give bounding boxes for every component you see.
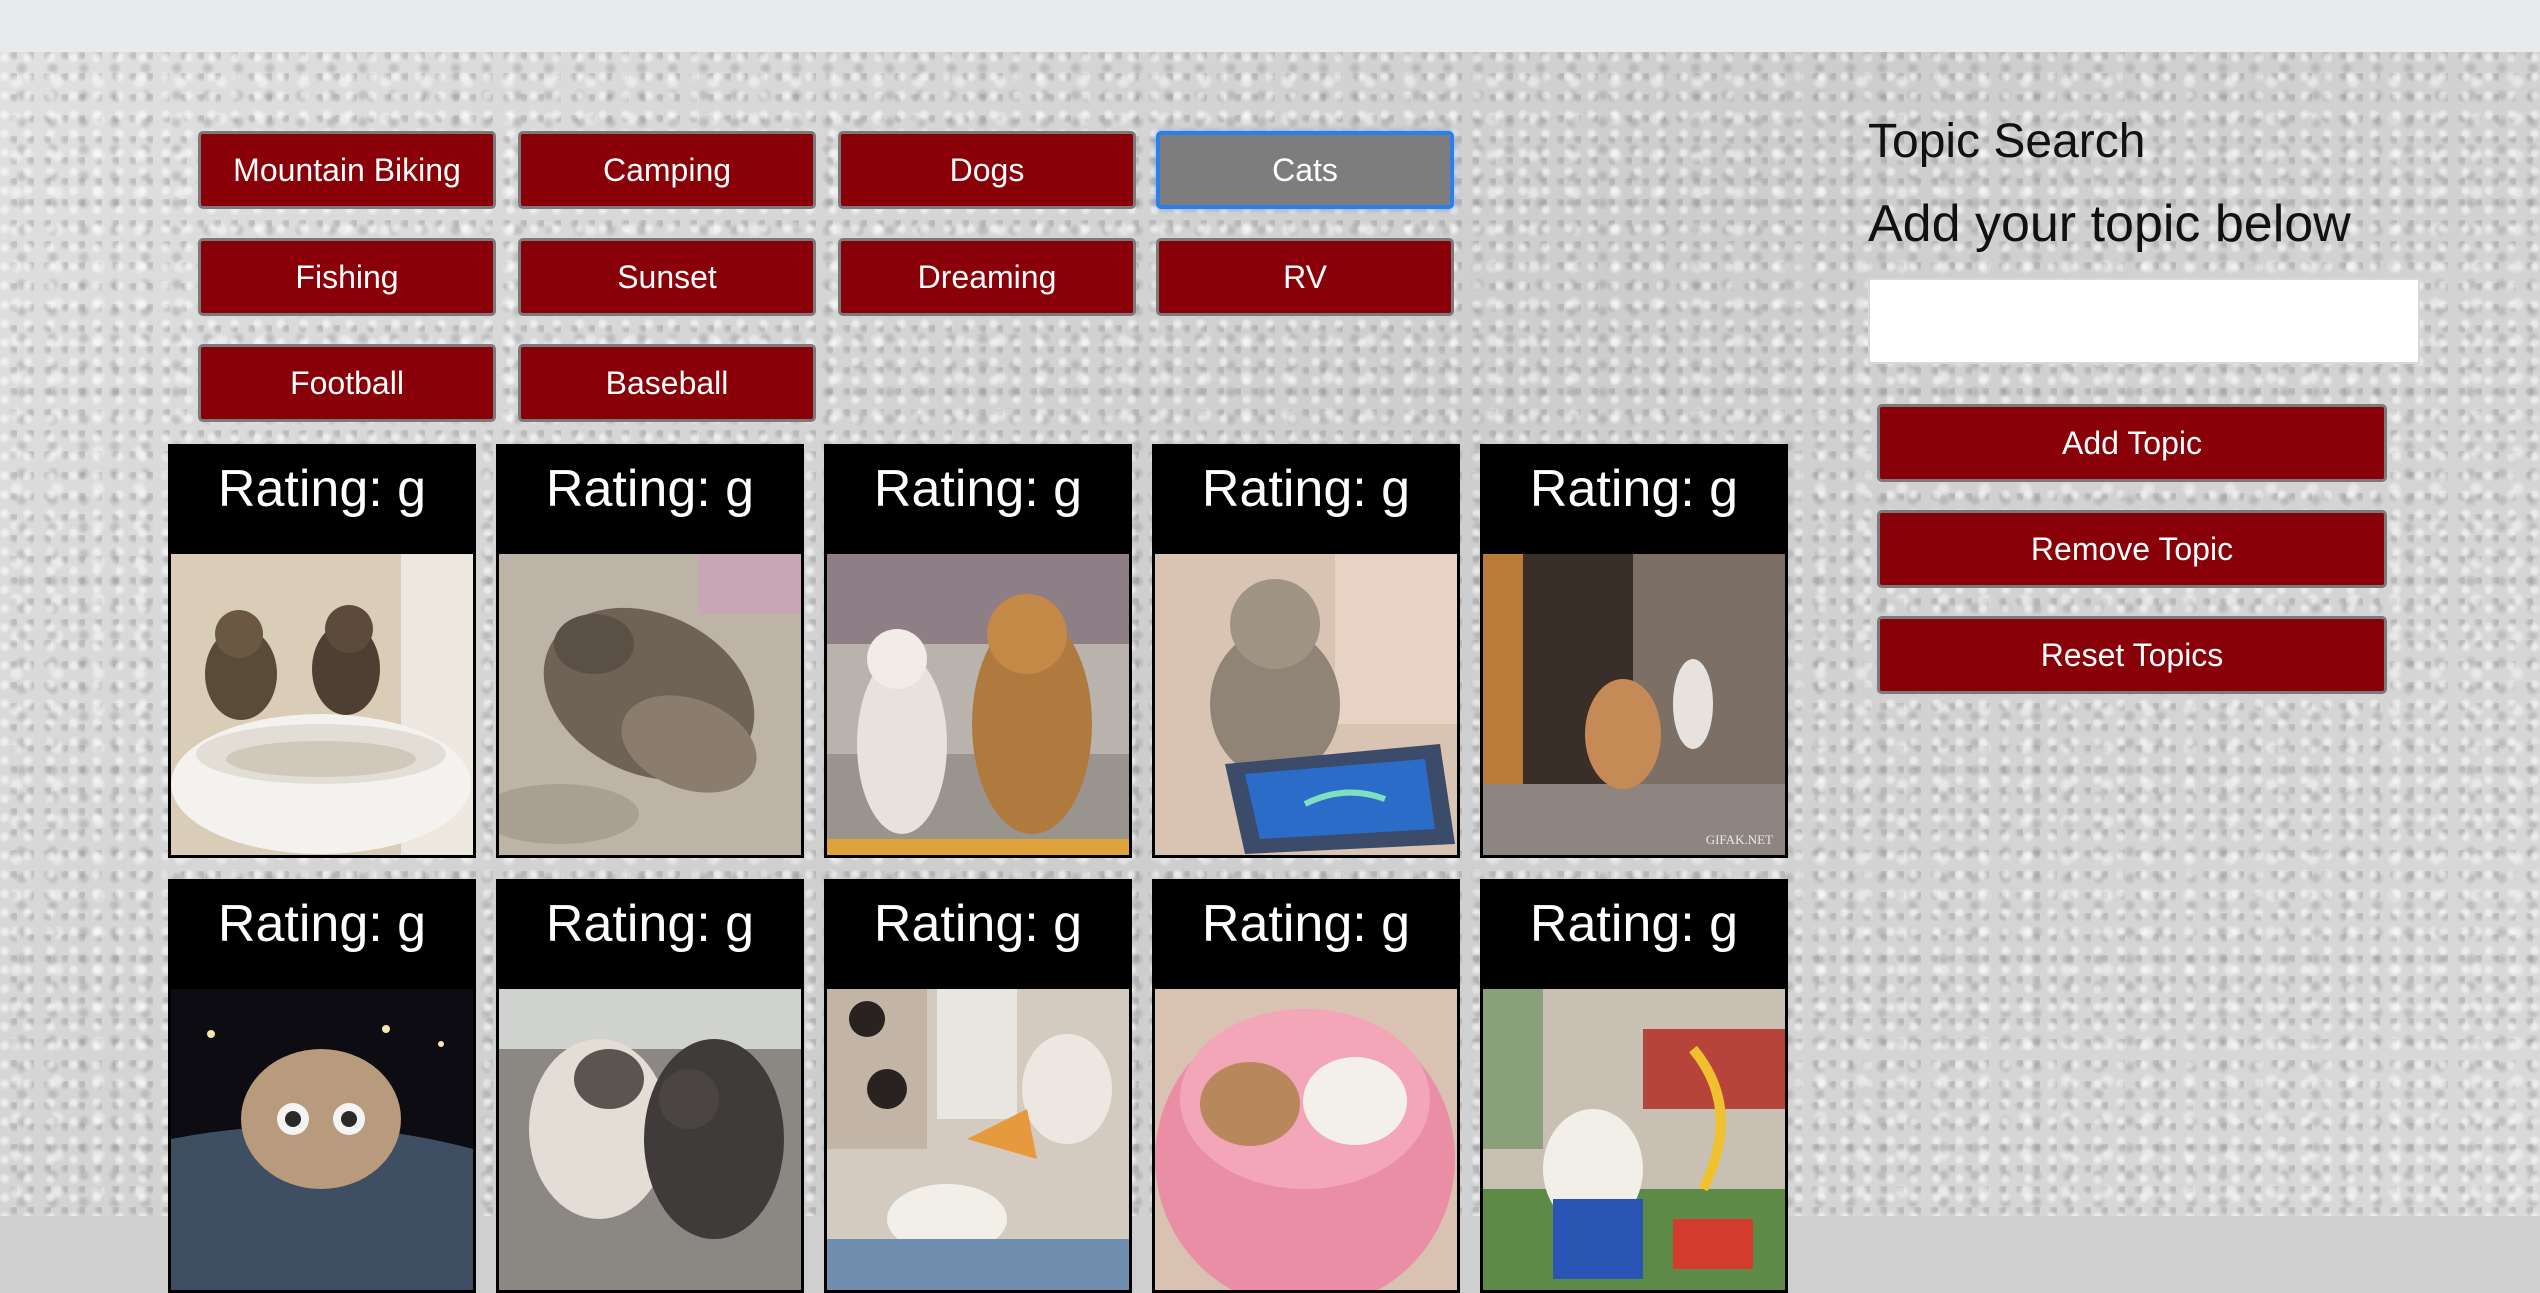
topic-button-cats[interactable]: Cats — [1156, 131, 1454, 209]
reset-topics-button[interactable]: Reset Topics — [1877, 616, 2387, 694]
gif-card[interactable]: Rating: g — [168, 879, 476, 1293]
gif-card[interactable]: Rating: g — [824, 879, 1132, 1293]
cat-gif-image[interactable] — [1155, 554, 1457, 855]
topic-button-fishing[interactable]: Fishing — [198, 238, 496, 316]
remove-topic-button[interactable]: Remove Topic — [1877, 510, 2387, 588]
cat-gif-image[interactable] — [499, 989, 801, 1290]
cat-gif-image[interactable] — [171, 989, 473, 1290]
gif-card[interactable]: Rating: g — [496, 444, 804, 858]
gif-card[interactable]: Rating: g — [1480, 879, 1788, 1293]
topic-button-rv[interactable]: RV — [1156, 238, 1454, 316]
gif-watermark: GIFAK.NET — [1706, 832, 1773, 847]
gif-rating: Rating: g — [545, 895, 755, 953]
gif-card[interactable]: Rating: g — [168, 444, 476, 858]
topic-button-sunset[interactable]: Sunset — [518, 238, 816, 316]
browser-top-bar — [0, 0, 2540, 53]
gif-rating: Rating: g — [1529, 895, 1739, 953]
topic-input[interactable] — [1868, 278, 2420, 364]
topic-button-camping[interactable]: Camping — [518, 131, 816, 209]
gif-rating: Rating: g — [873, 895, 1083, 953]
cat-gif-image[interactable] — [827, 989, 1129, 1290]
gif-card[interactable]: Rating: g GIFAK.NET — [1480, 444, 1788, 858]
cat-gif-image[interactable] — [171, 554, 473, 855]
topic-button-baseball[interactable]: Baseball — [518, 344, 816, 422]
gif-card[interactable]: Rating: g — [824, 444, 1132, 858]
gif-card[interactable]: Rating: g — [496, 879, 804, 1293]
cat-gif-image[interactable] — [499, 554, 801, 855]
gif-rating: Rating: g — [1201, 895, 1411, 953]
gif-rating: Rating: g — [217, 460, 427, 518]
gif-rating: Rating: g — [545, 460, 755, 518]
gif-card[interactable]: Rating: g — [1152, 444, 1460, 858]
gif-rating: Rating: g — [1529, 460, 1739, 518]
topic-button-football[interactable]: Football — [198, 344, 496, 422]
topic-button-dreaming[interactable]: Dreaming — [838, 238, 1136, 316]
topic-button-dogs[interactable]: Dogs — [838, 131, 1136, 209]
gif-rating: Rating: g — [217, 895, 427, 953]
add-topic-instruction: Add your topic below — [1868, 195, 2351, 253]
gif-rating: Rating: g — [1201, 460, 1411, 518]
gif-rating: Rating: g — [873, 460, 1083, 518]
gif-card[interactable]: Rating: g — [1152, 879, 1460, 1293]
topic-button-mountain-biking[interactable]: Mountain Biking — [198, 131, 496, 209]
topic-search-heading: Topic Search — [1868, 115, 2146, 168]
page-background: Mountain Biking Camping Dogs Cats Fishin… — [0, 52, 2540, 1293]
cat-gif-image[interactable] — [827, 554, 1129, 855]
add-topic-button[interactable]: Add Topic — [1877, 404, 2387, 482]
cat-gif-image[interactable] — [1155, 989, 1457, 1290]
cat-gif-image[interactable]: GIFAK.NET — [1483, 554, 1785, 855]
cat-gif-image[interactable] — [1483, 989, 1785, 1290]
